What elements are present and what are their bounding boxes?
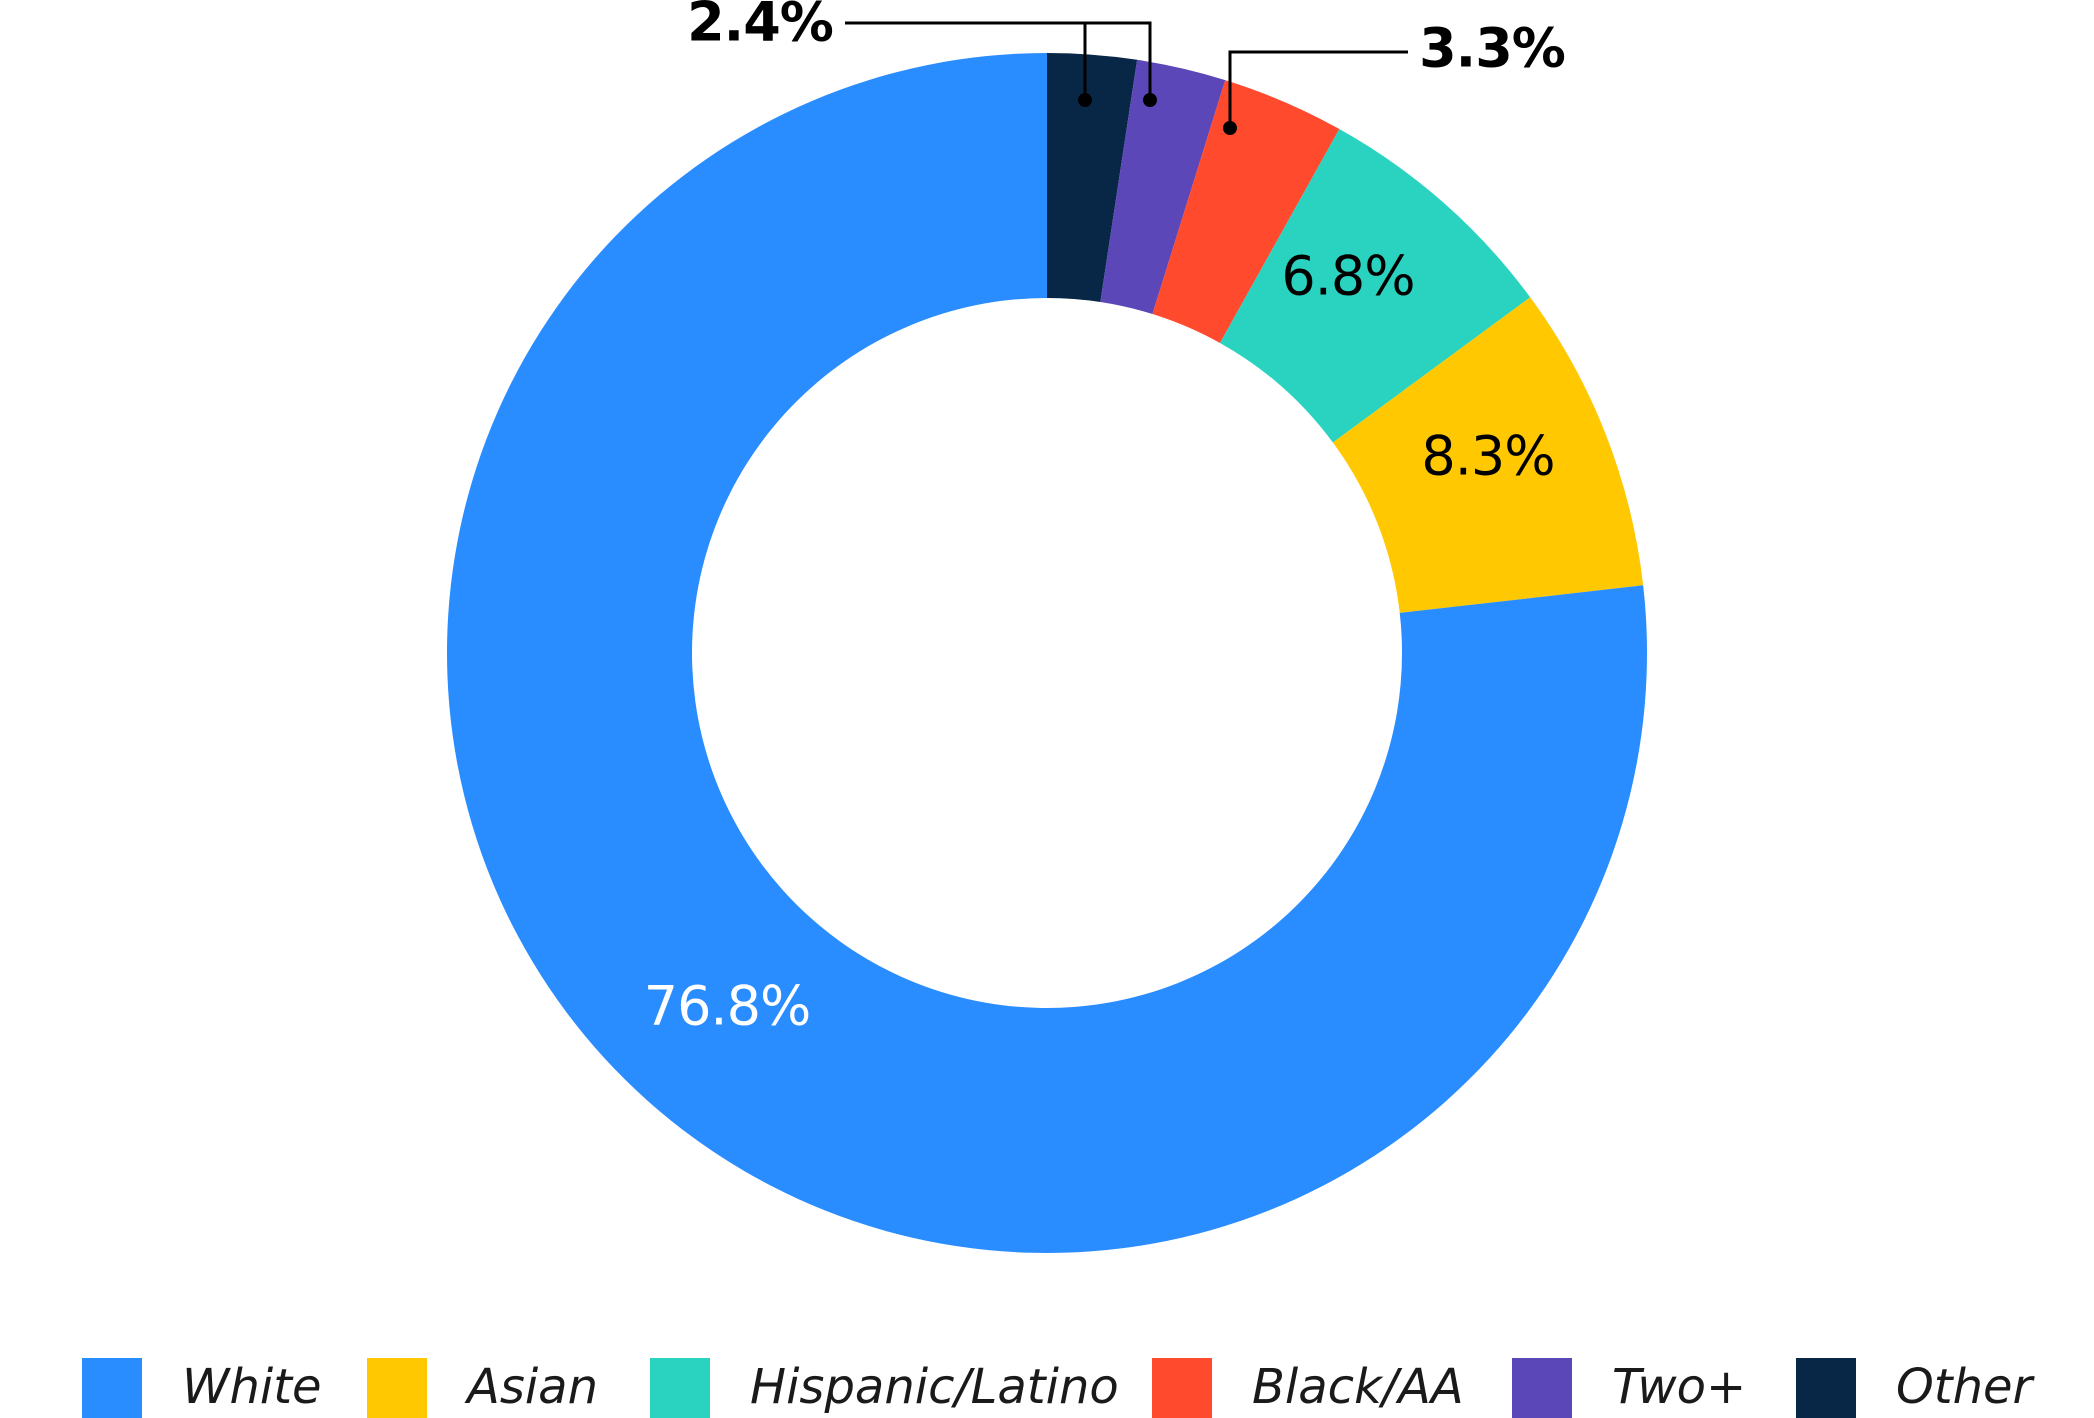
legend-swatch-two: [1512, 1358, 1572, 1418]
leader-dot-black-aa: [1223, 121, 1237, 135]
legend-swatch-hispanic-latino: [650, 1358, 710, 1418]
legend-item-black-aa: Black/AA: [1152, 1358, 1464, 1418]
legend-item-hispanic-latino: Hispanic/Latino: [650, 1358, 1119, 1418]
slice-hispanic-latino: [1219, 129, 1531, 443]
slice-white: [446, 53, 1647, 1253]
data-label-two: 2.4%: [687, 0, 833, 54]
legend-label-asian: Asian: [464, 1359, 598, 1415]
data-label-asian: 8.3%: [1421, 425, 1554, 488]
leader-dot-two-plus: [1143, 93, 1157, 107]
leader-dot-other: [1078, 93, 1092, 107]
data-label-white: 76.8%: [644, 975, 811, 1038]
slice-two: [1100, 59, 1226, 315]
legend-label-black-aa: Black/AA: [1252, 1359, 1464, 1415]
slice-asian: [1332, 297, 1644, 613]
legend-swatch-other: [1796, 1358, 1856, 1418]
data-label-hispanic-latino: 6.8%: [1281, 245, 1414, 308]
legend-swatch-asian: [367, 1358, 427, 1418]
legend-label-other: Other: [1896, 1359, 2036, 1415]
legend-item-other: Other: [1796, 1358, 2036, 1418]
data-label-black-aa: 3.3%: [1419, 17, 1565, 80]
legend-label-hispanic-latino: Hispanic/Latino: [750, 1359, 1119, 1415]
legend-swatch-black-aa: [1152, 1358, 1212, 1418]
leader-line-two-plus: [845, 21, 1152, 100]
legend-item-two: Two+: [1512, 1358, 1746, 1418]
slice-other: [1047, 53, 1138, 303]
legend-label-two: Two+: [1612, 1359, 1746, 1415]
slice-black-aa: [1152, 80, 1340, 343]
legend-swatch-white: [82, 1358, 142, 1418]
legend-item-white: White: [82, 1358, 322, 1418]
legend-label-white: White: [182, 1359, 322, 1415]
legend-item-asian: Asian: [367, 1358, 598, 1418]
leader-line-black-aa: [1228, 50, 1408, 128]
